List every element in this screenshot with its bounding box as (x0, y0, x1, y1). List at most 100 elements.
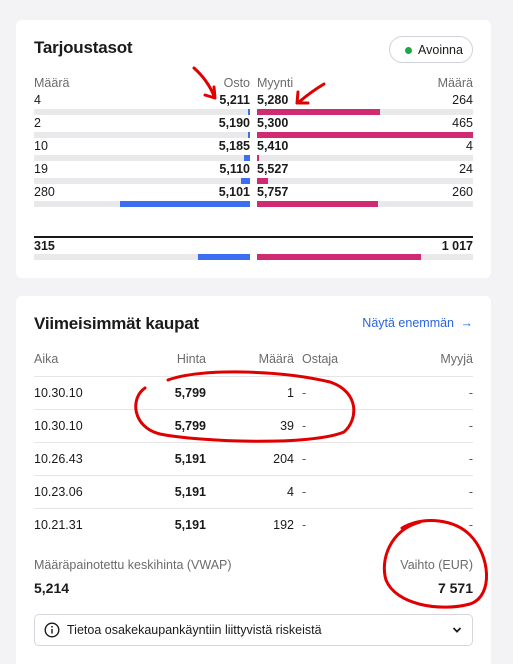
total-sell-track (257, 254, 473, 260)
trade-time: 10.30.10 (34, 419, 83, 433)
totals-divider (34, 236, 473, 238)
trade-seller: - (468, 386, 473, 400)
trade-time: 10.26.43 (34, 452, 83, 466)
trade-seller: - (468, 485, 473, 499)
total-buy-qty: 315 (34, 239, 55, 253)
chevron-down-icon (452, 627, 462, 633)
risk-info-label: Tietoa osakekaupankäyntiin liittyvistä r… (67, 623, 322, 637)
order-price-sell: 5,280 (257, 93, 289, 107)
market-status-badge: Avoinna (389, 36, 473, 63)
order-price-sell: 5,527 (257, 162, 289, 176)
trade-qty: 204 (273, 452, 294, 466)
sell-depth-bar (257, 132, 473, 138)
recent-trades-title: Viimeisimmät kaupat (34, 314, 200, 333)
order-price-sell: 5,300 (257, 116, 289, 130)
order-price-buy: 5,211 (219, 93, 250, 107)
order-qty-buy: 10 (34, 139, 48, 153)
trade-qty: 4 (287, 485, 294, 499)
buy-depth-bar (243, 155, 250, 161)
seller-header: Myyjä (440, 352, 473, 366)
order-qty-sell: 465 (452, 116, 473, 130)
vwap-label: Määräpainotettu keskihinta (VWAP) (34, 558, 232, 572)
trade-qty: 39 (280, 419, 294, 433)
vwap-value: 5,214 (34, 580, 70, 596)
trade-price: 5,799 (174, 419, 206, 433)
sell-depth-track (257, 201, 473, 207)
order-qty-buy: 280 (34, 185, 55, 199)
buy-depth-bar (241, 178, 250, 184)
market-status-label: Avoinna (418, 43, 463, 57)
order-qty-sell: 4 (466, 139, 473, 153)
trade-price: 5,799 (174, 386, 206, 400)
order-qty-buy: 2 (34, 116, 41, 130)
sell-depth-bar (257, 155, 260, 161)
buy-depth-bar (120, 201, 250, 207)
turnover-label: Vaihto (EUR) (400, 558, 473, 572)
arrow-right-icon: → (460, 316, 474, 330)
buyer-header: Ostaja (302, 352, 339, 366)
trade-buyer: - (302, 485, 307, 499)
show-more-link[interactable]: Näytä enemmän → (362, 316, 473, 330)
sell-header: Myynti (257, 76, 294, 90)
qty-sell-header: Määrä (437, 76, 473, 90)
trade-seller: - (468, 452, 473, 466)
sell-depth-bar (257, 178, 268, 184)
order-price-buy: 5,185 (218, 139, 250, 153)
table-row-divider (34, 376, 473, 377)
qty-buy-header: Määrä (34, 76, 70, 90)
trade-qty: 1 (287, 386, 294, 400)
table-row-divider (34, 475, 473, 476)
order-price-buy: 5,101 (218, 185, 250, 199)
total-sell-qty: 1 017 (441, 239, 473, 253)
order-book-title: Tarjoustasot (34, 38, 133, 57)
info-circle-icon (44, 622, 60, 638)
sell-depth-bar (257, 201, 378, 207)
sell-depth-track (257, 109, 473, 115)
sell-depth-bar (257, 109, 381, 115)
order-price-buy: 5,190 (218, 116, 250, 130)
order-price-sell: 5,410 (257, 139, 289, 153)
order-price-buy: 5,110 (219, 162, 250, 176)
trade-buyer: - (302, 419, 307, 433)
table-row-divider (34, 508, 473, 509)
turnover-value: 7 571 (437, 580, 473, 596)
trade-buyer: - (302, 452, 307, 466)
buy-header: Osto (223, 76, 250, 90)
total-buy-bar (198, 254, 250, 260)
sell-depth-track (257, 132, 473, 138)
qty-header: Määrä (258, 352, 294, 366)
trade-price: 5,191 (174, 485, 206, 499)
time-header: Aika (34, 352, 59, 366)
buy-depth-bar (248, 132, 250, 138)
trade-buyer: - (302, 518, 307, 532)
order-qty-sell: 260 (452, 185, 473, 199)
sell-depth-track (257, 178, 473, 184)
buy-depth-track (34, 109, 250, 115)
trade-buyer: - (302, 386, 307, 400)
trade-seller: - (468, 419, 473, 433)
total-sell-bar (257, 254, 422, 260)
total-buy-track (34, 254, 250, 260)
recent-trades-card: Viimeisimmät kaupat Näytä enemmän → Aika… (16, 296, 491, 664)
buy-depth-bar (248, 109, 250, 115)
trade-time: 10.30.10 (34, 386, 83, 400)
price-header: Hinta (176, 352, 206, 366)
buy-depth-track (34, 178, 250, 184)
trade-price: 5,191 (174, 518, 206, 532)
order-qty-buy: 4 (34, 93, 41, 107)
show-more-label: Näytä enemmän (362, 316, 455, 330)
order-book-card: Tarjoustasot Avoinna Määrä Osto Myynti M… (16, 20, 491, 278)
trade-time: 10.23.06 (34, 485, 83, 499)
order-price-sell: 5,757 (257, 185, 289, 199)
order-qty-sell: 264 (452, 93, 473, 107)
table-row-divider (34, 442, 473, 443)
order-qty-sell: 24 (459, 162, 473, 176)
trade-seller: - (468, 518, 473, 532)
risk-info-expander[interactable]: Tietoa osakekaupankäyntiin liittyvistä r… (34, 614, 473, 646)
buy-depth-track (34, 201, 250, 207)
trade-price: 5,191 (174, 452, 206, 466)
buy-depth-track (34, 132, 250, 138)
sell-depth-track (257, 155, 473, 161)
table-row-divider (34, 409, 473, 410)
buy-depth-track (34, 155, 250, 161)
